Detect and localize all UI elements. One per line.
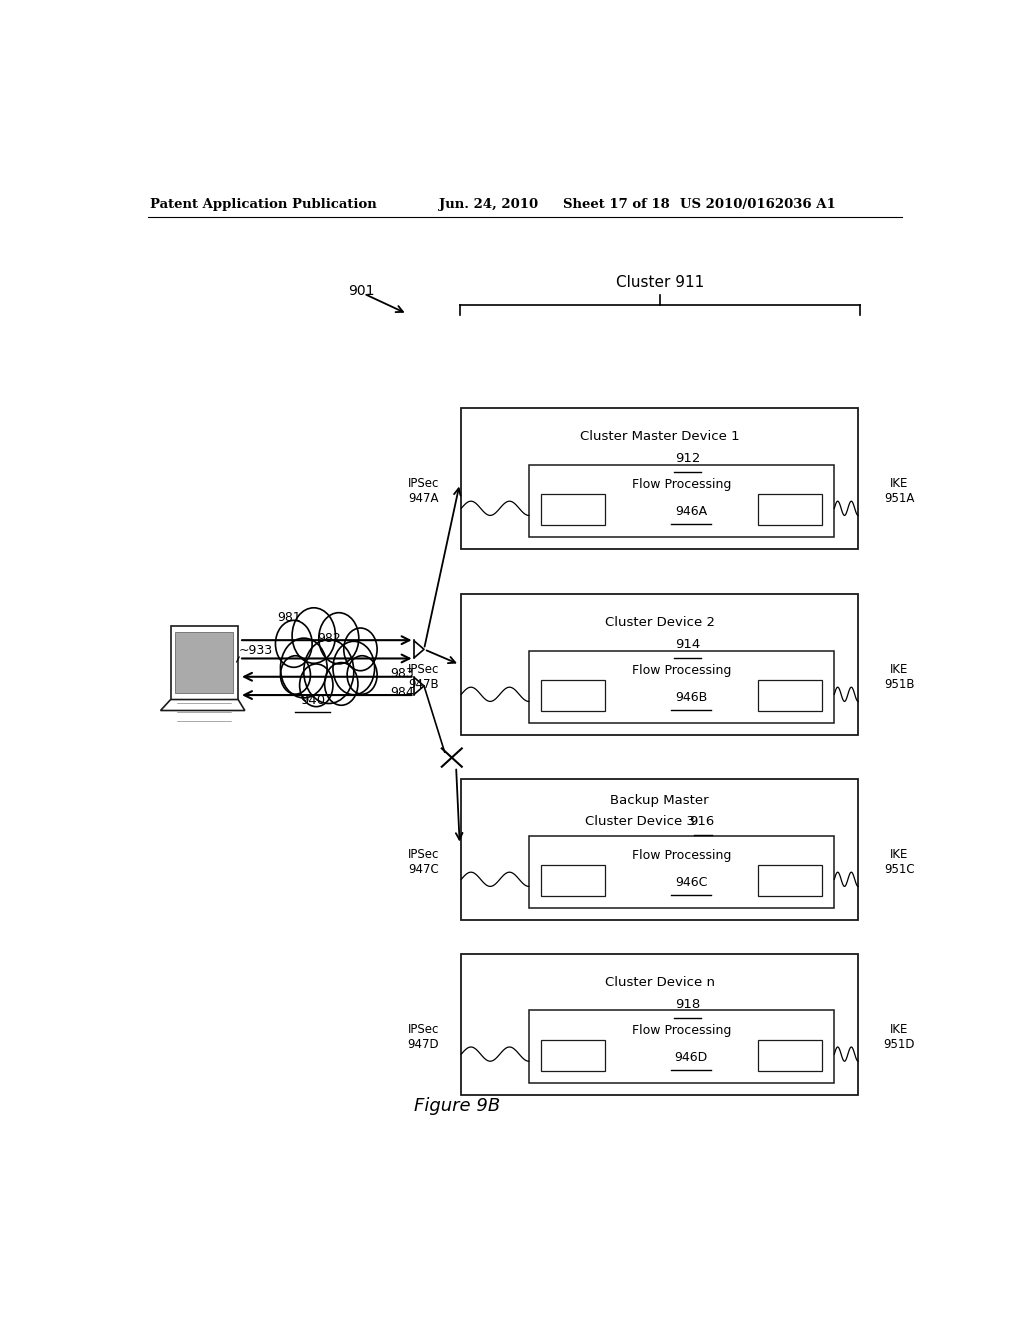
Text: 981: 981 [278, 611, 301, 624]
FancyBboxPatch shape [461, 779, 858, 920]
Text: Cluster Master Device 1: Cluster Master Device 1 [580, 430, 739, 444]
Text: 916: 916 [689, 814, 715, 828]
Circle shape [281, 656, 310, 694]
FancyBboxPatch shape [758, 495, 822, 525]
FancyBboxPatch shape [541, 680, 605, 711]
Text: 914: 914 [675, 639, 700, 652]
Text: 918: 918 [675, 998, 700, 1011]
Circle shape [275, 620, 312, 668]
Circle shape [300, 664, 333, 706]
Circle shape [318, 612, 358, 664]
Text: Backup Master: Backup Master [610, 793, 709, 807]
FancyBboxPatch shape [461, 594, 858, 735]
Text: 946A: 946A [675, 506, 708, 519]
Circle shape [347, 656, 377, 694]
FancyBboxPatch shape [758, 1040, 822, 1071]
Text: 983: 983 [391, 667, 415, 680]
Text: 940: 940 [300, 693, 326, 706]
Text: 912: 912 [675, 453, 700, 466]
Text: Sheet 17 of 18: Sheet 17 of 18 [563, 198, 670, 211]
Text: Flow Processing: Flow Processing [632, 850, 731, 862]
Circle shape [304, 639, 353, 704]
Text: IKE
951B: IKE 951B [884, 663, 914, 692]
Text: IPSec
947C: IPSec 947C [408, 849, 439, 876]
Text: 982: 982 [316, 632, 341, 644]
Circle shape [325, 663, 358, 705]
Polygon shape [175, 632, 233, 693]
FancyBboxPatch shape [528, 651, 835, 723]
Text: 946D: 946D [675, 1051, 708, 1064]
Text: 946C: 946C [675, 876, 708, 890]
FancyBboxPatch shape [528, 1010, 835, 1084]
Text: 901: 901 [348, 284, 375, 297]
FancyBboxPatch shape [461, 954, 858, 1094]
Text: Patent Application Publication: Patent Application Publication [151, 198, 377, 211]
Text: IPSec
947D: IPSec 947D [408, 1023, 439, 1051]
Text: Flow Processing: Flow Processing [632, 478, 731, 491]
FancyBboxPatch shape [461, 408, 858, 549]
Text: IPSec
947B: IPSec 947B [408, 663, 439, 692]
Circle shape [281, 638, 327, 698]
Text: Cluster 911: Cluster 911 [615, 275, 703, 290]
Text: 946B: 946B [675, 692, 708, 705]
FancyBboxPatch shape [541, 866, 605, 896]
Text: IKE
951C: IKE 951C [884, 849, 914, 876]
Polygon shape [171, 627, 239, 700]
Text: Jun. 24, 2010: Jun. 24, 2010 [439, 198, 539, 211]
Text: Cluster Device 2: Cluster Device 2 [605, 616, 715, 630]
Circle shape [292, 607, 336, 663]
FancyBboxPatch shape [758, 680, 822, 711]
Text: IPSec
947A: IPSec 947A [408, 478, 439, 506]
Text: IKE
951A: IKE 951A [884, 478, 914, 506]
Text: Cluster Device n: Cluster Device n [605, 975, 715, 989]
Circle shape [333, 642, 375, 694]
Text: Flow Processing: Flow Processing [632, 1024, 731, 1038]
Text: Cluster Device 3: Cluster Device 3 [585, 814, 695, 828]
FancyBboxPatch shape [541, 1040, 605, 1071]
FancyBboxPatch shape [528, 836, 835, 908]
Text: US 2010/0162036 A1: US 2010/0162036 A1 [680, 198, 836, 211]
Text: Figure 9B: Figure 9B [415, 1097, 501, 1114]
FancyBboxPatch shape [541, 495, 605, 525]
Text: IKE
951D: IKE 951D [884, 1023, 915, 1051]
Text: 984: 984 [391, 685, 415, 698]
FancyBboxPatch shape [758, 866, 822, 896]
Circle shape [344, 628, 377, 671]
Text: ~933: ~933 [240, 644, 273, 657]
Text: Flow Processing: Flow Processing [632, 664, 731, 677]
FancyBboxPatch shape [528, 465, 835, 537]
Polygon shape [161, 700, 245, 710]
